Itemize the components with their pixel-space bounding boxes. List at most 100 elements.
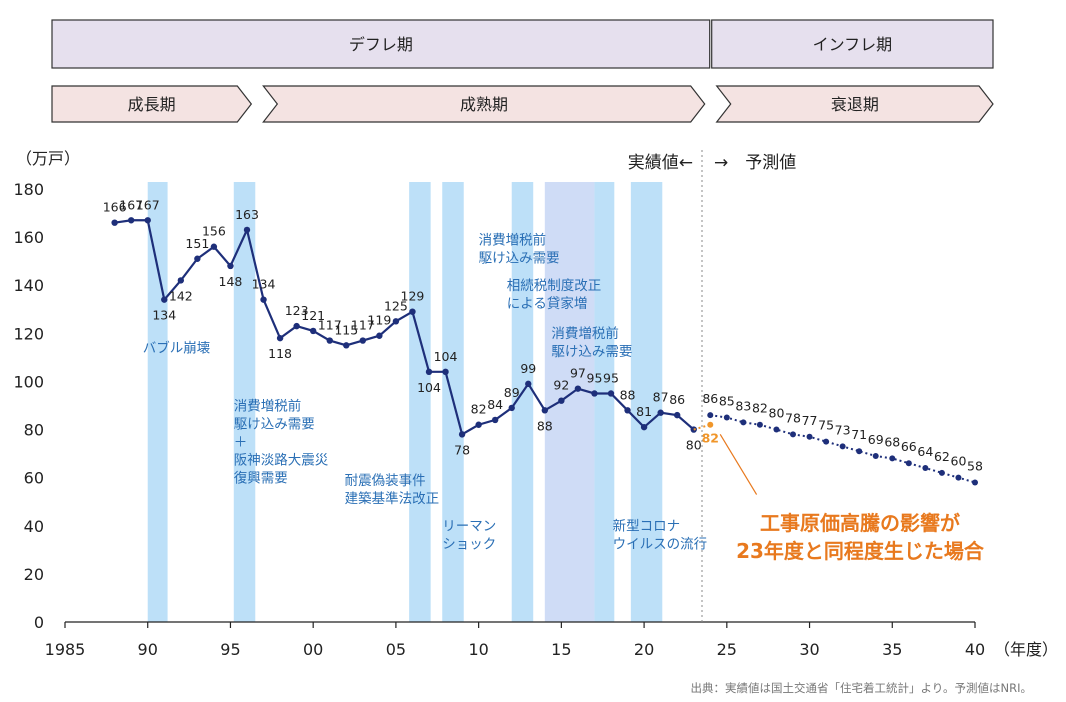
data-label: 84 [487,397,503,412]
data-label: 151 [185,236,209,251]
data-point [359,337,367,344]
data-point [491,416,499,424]
data-point [293,322,300,330]
data-point [144,217,151,224]
x-tick-label: 20 [634,640,654,659]
data-label: 123 [285,303,309,318]
data-point [409,308,416,315]
data-label: 60 [951,454,967,469]
y-tick-label: 0 [34,613,44,632]
data-point [508,404,515,412]
data-label: 167 [136,197,160,212]
x-tick-label: 35 [882,640,902,659]
event-annotation: 消費増税前駆け込み需要 [479,231,560,266]
annotation-line: による貸家増 [507,295,588,312]
data-label: 62 [934,449,950,464]
data-point [955,474,962,481]
data-label: 104 [417,380,441,395]
data-point [889,455,896,462]
data-label: 163 [235,207,259,222]
data-label: 134 [152,308,176,323]
callout-leader [719,434,758,495]
data-label: 117 [318,318,342,333]
cost-callout: 工事原価高騰の影響が 23年度と同程度生じた場合 [719,434,985,563]
data-label: 134 [252,277,276,292]
data-label: 95 [587,370,603,385]
phase-mid-label: 成熟期 [460,95,508,114]
x-tick-label: 95 [220,640,240,659]
data-label: 82 [702,431,719,446]
data-label: 80 [769,406,785,421]
data-point [525,380,532,388]
data-point [673,411,681,419]
event-annotation: バブル崩壊 [143,340,211,357]
shaded-band [544,182,595,622]
annotation-line: 消費増税前 [234,397,302,414]
data-point [740,419,747,426]
data-point [640,423,648,431]
actual-label: 実績値← [628,153,693,173]
phase-top-label: デフレ期 [349,35,413,54]
data-label: 88 [620,387,636,402]
data-point [343,342,350,349]
annotation-line: 駆け込み需要 [551,344,632,360]
y-tick-label: 160 [13,228,44,247]
annotation-line: 建築基準法改正 [345,490,440,507]
data-label: 95 [603,370,619,385]
data-point [922,465,929,472]
shaded-band [511,182,534,622]
data-point [823,438,830,445]
callout-text: 23年度と同程度生じた場合 [736,539,985,563]
phase-mid-arrow [262,85,706,123]
event-annotation: 消費増税前駆け込み需要 ＋ 阪神淡路大震災復興需要 [234,397,329,486]
x-axis-label: （年度） [994,640,1058,659]
phase-mid-label: 衰退期 [831,95,879,114]
data-label: 97 [570,366,586,381]
annotation-line: ショック [442,537,496,553]
data-label: 80 [686,438,702,453]
data-label: 92 [553,378,569,393]
data-point [624,407,631,414]
data-label: 83 [735,398,751,413]
data-label: 69 [868,432,884,447]
x-tick-label: 10 [468,640,488,659]
event-annotation: 相続税制度改正による貸家増 [507,278,602,312]
data-point [276,334,284,342]
x-tick-label: 40 [965,640,985,659]
forecast-label: → 予測値 [714,153,796,173]
annotation-line: 駆け込み需要 [234,416,315,432]
y-tick-label: 60 [24,469,44,488]
data-label: 64 [917,444,933,459]
data-label: 68 [884,434,900,449]
y-tick-label: 120 [13,324,44,343]
data-label: 82 [752,401,768,416]
data-point [872,453,879,460]
data-label: 77 [802,413,818,428]
annotation-line: 消費増税前 [551,325,619,342]
annotation-line: バブル崩壊 [143,340,211,357]
y-tick-label: 140 [13,276,44,295]
data-label: 167 [119,197,143,212]
data-label: 86 [669,392,685,407]
data-point [458,431,466,438]
shaded-band [233,182,256,622]
data-label: 121 [301,308,325,323]
data-label: 125 [384,298,408,313]
annotation-line: ウイルスの流行 [613,537,708,553]
data-label: 85 [719,394,735,409]
data-label: 66 [901,439,917,454]
data-point [243,226,251,234]
shaded-band [594,182,615,622]
data-label: 58 [967,458,983,473]
data-label: 88 [537,418,553,433]
data-label: 117 [351,318,375,333]
data-label: 99 [520,361,536,376]
data-point [309,327,317,335]
source-note: 出典：実績値は国土交通省「住宅着工統計」より。予測値はNRI。 [690,681,1032,695]
annotation-line: 阪神淡路大震災 [234,452,329,468]
data-point [177,277,185,284]
data-point [326,337,333,344]
data-point [607,390,615,397]
